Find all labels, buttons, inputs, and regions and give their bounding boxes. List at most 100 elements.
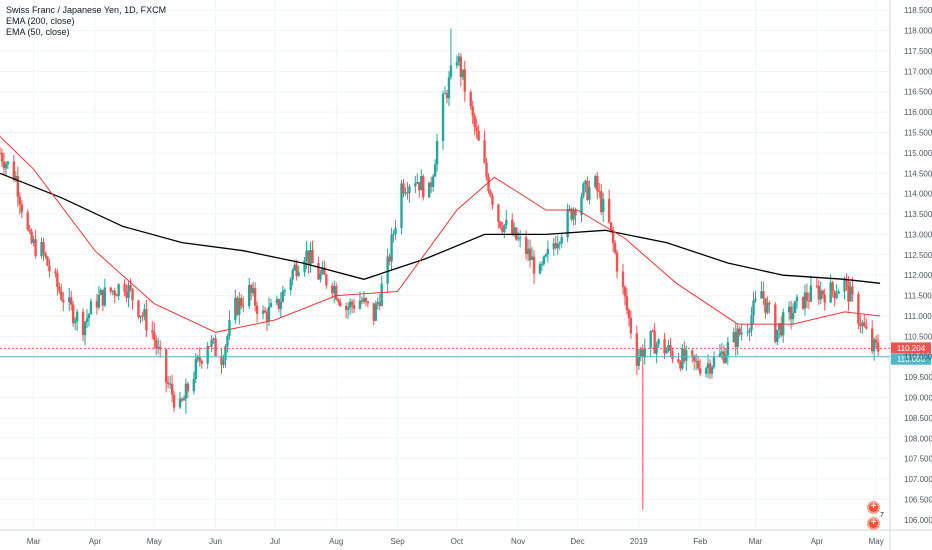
candle-body — [404, 192, 407, 194]
candle-body — [226, 335, 229, 347]
candle-body — [693, 355, 696, 361]
candle-body — [392, 234, 395, 236]
candle-body — [30, 231, 33, 243]
candle-body — [295, 264, 298, 276]
candle-body — [14, 175, 18, 181]
candle-body — [141, 315, 144, 317]
candle-body — [518, 237, 522, 239]
candle-body — [441, 93, 445, 141]
y-tick-label: 108.500 — [904, 414, 932, 423]
candle-body — [422, 176, 425, 198]
candle-body — [738, 328, 741, 335]
x-tick-label: Nov — [511, 537, 525, 546]
candle-body — [253, 288, 257, 306]
candle-body — [793, 301, 797, 313]
candle-body — [475, 127, 478, 131]
candle-body — [455, 62, 459, 66]
candle-body — [427, 182, 431, 198]
candle-body — [526, 248, 530, 254]
y-tick-label: 109.500 — [904, 373, 932, 382]
candle-body — [115, 295, 118, 297]
y-tick-label: 116.000 — [904, 108, 932, 117]
y-tick-label: 108.000 — [904, 434, 932, 443]
candle-body — [400, 183, 403, 228]
support-price-tag — [891, 353, 931, 365]
candle-body — [685, 350, 688, 361]
candle-body — [572, 209, 575, 220]
candle-body — [657, 339, 660, 345]
candle-body — [206, 346, 209, 364]
candle-body — [829, 282, 832, 303]
x-tick-label: May — [869, 537, 884, 546]
candle-body — [766, 302, 769, 313]
candle-body — [321, 267, 324, 274]
y-tick-label: 114.000 — [904, 190, 932, 199]
candle-body — [307, 250, 310, 266]
candle-body — [364, 298, 368, 302]
candle-body — [234, 297, 237, 321]
candle-body — [228, 320, 231, 336]
candle-body — [62, 299, 65, 303]
candle-body — [861, 322, 864, 326]
candle-body — [538, 264, 542, 274]
candle-body — [46, 256, 49, 266]
candle-body — [566, 209, 569, 238]
ema-200-label[interactable]: EMA (200, close) — [6, 16, 75, 26]
candle-body — [734, 331, 737, 348]
candle-body — [103, 287, 107, 306]
x-tick-label: Apr — [89, 537, 102, 546]
candle-body — [847, 281, 850, 302]
y-tick-label: 118.000 — [904, 27, 932, 36]
candle-body — [833, 291, 836, 299]
candle-body — [669, 344, 672, 352]
candle-body — [768, 302, 771, 305]
candle-body — [305, 250, 308, 260]
candle-body — [131, 288, 134, 301]
candle-body — [752, 300, 755, 316]
candle-body — [192, 379, 196, 392]
candle-body — [255, 305, 259, 314]
symbol-title[interactable]: Swiss Franc / Japanese Yen, 1D, FXCM — [6, 5, 167, 15]
candle-body — [623, 286, 627, 297]
event-count: 7 — [880, 512, 884, 519]
candle-body — [337, 299, 340, 302]
event-marker-icon[interactable] — [867, 501, 880, 514]
candle-body — [558, 243, 561, 245]
candle-body — [6, 161, 10, 165]
candle-body — [242, 305, 245, 307]
candle-body — [615, 252, 619, 272]
candle-body — [600, 191, 603, 212]
candlestick-series — [0, 28, 880, 510]
candle-body — [143, 309, 146, 317]
candle-body — [0, 152, 2, 154]
candle-body — [75, 311, 79, 322]
event-marker-icon[interactable] — [867, 517, 880, 530]
candle-body — [649, 330, 652, 349]
candle-body — [477, 130, 480, 141]
candle-body — [182, 398, 186, 401]
candle-body — [200, 360, 203, 364]
candle-body — [431, 176, 435, 187]
candle-body — [542, 256, 546, 265]
candle-body — [418, 181, 421, 191]
candle-body — [598, 191, 601, 193]
candle-body — [60, 291, 63, 300]
candle-body — [380, 283, 383, 306]
candle-body — [40, 242, 43, 257]
ema-50-label[interactable]: EMA (50, close) — [6, 27, 70, 37]
candle-body — [596, 176, 599, 192]
candle-body — [643, 348, 646, 358]
candle-body — [184, 383, 188, 399]
x-tick-label: Jun — [209, 537, 222, 546]
candle-body — [32, 239, 35, 243]
candle-body — [665, 350, 668, 354]
candle-body — [18, 196, 21, 205]
candle-body — [89, 301, 93, 315]
candle-body — [671, 351, 674, 360]
candle-body — [712, 356, 716, 368]
candle-body — [857, 294, 860, 324]
candle-body — [303, 259, 306, 273]
candle-body — [629, 317, 633, 334]
